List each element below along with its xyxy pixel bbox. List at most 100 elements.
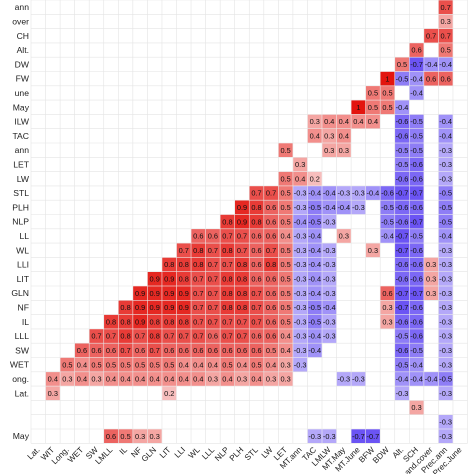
heatmap-cell: 0.3	[424, 286, 439, 300]
cell-value-label: 0.5	[280, 303, 290, 312]
cell-value-label: -0.4	[308, 332, 321, 341]
cell-value-label: 0.7	[208, 274, 218, 283]
heatmap-cell: 0.7	[191, 272, 206, 286]
cell-fill	[409, 400, 424, 415]
cell-fill	[322, 314, 337, 329]
heatmap-cell: 0.6	[220, 343, 235, 358]
heatmap-cell: 0.8	[104, 314, 118, 329]
heatmap-cell: 0.4	[235, 357, 249, 372]
cell-value-label: 0.5	[106, 360, 116, 369]
cell-fill	[409, 343, 424, 358]
heatmap-cell: 0.7	[205, 300, 220, 315]
cell-fill	[133, 300, 148, 315]
cell-fill	[395, 357, 409, 372]
cell-fill	[307, 129, 322, 143]
cell-value-label: 0.7	[266, 246, 276, 255]
heatmap-cell: 0.3	[322, 143, 337, 157]
heatmap-cell: 0.6	[249, 329, 264, 343]
cell-value-label: 0.8	[193, 260, 203, 269]
cell-value-label: 0.7	[426, 31, 436, 40]
cell-fill	[380, 300, 395, 315]
cell-fill	[89, 357, 104, 372]
cell-value-label: -0.7	[410, 289, 423, 298]
cell-fill	[264, 200, 279, 215]
heatmap-cell: 0.7	[264, 186, 279, 200]
cell-fill	[409, 372, 424, 386]
heatmap-cell: -0.6	[395, 114, 409, 129]
heatmap-cell: 0.7	[220, 314, 235, 329]
heatmap-cell: 0.7	[264, 243, 279, 258]
cell-fill	[220, 286, 235, 300]
cell-fill	[205, 243, 220, 258]
cell-fill	[104, 429, 118, 443]
cell-fill	[133, 329, 148, 343]
cell-value-label: 0.6	[266, 289, 276, 298]
heatmap-cell: 0.5	[278, 186, 293, 200]
heatmap-cell: -0.7	[365, 429, 380, 443]
cell-value-label: -0.6	[410, 332, 423, 341]
cell-value-label: -0.3	[323, 217, 336, 226]
heatmap-cell: 0.7	[235, 314, 249, 329]
cell-value-label: -0.4	[323, 203, 336, 212]
cell-value-label: 0.8	[222, 246, 232, 255]
cell-value-label: -0.5	[308, 303, 321, 312]
cell-fill	[249, 329, 264, 343]
cell-fill	[220, 243, 235, 258]
cell-value-label: 0.8	[120, 317, 130, 326]
cell-value-label: -0.6	[410, 160, 423, 169]
heatmap-cell: -0.6	[409, 314, 424, 329]
cell-fill	[249, 200, 264, 215]
x-tick-label: PLH	[228, 445, 246, 463]
cell-value-label: 0.9	[150, 274, 160, 283]
cell-value-label: 0.8	[150, 317, 160, 326]
cell-value-label: 0.8	[164, 260, 174, 269]
cell-fill	[438, 415, 453, 429]
heatmap-cell: -0.3	[438, 243, 453, 258]
heatmap-cell: 0.6	[264, 229, 279, 243]
cell-fill	[60, 357, 75, 372]
heatmap-cell: -0.4	[307, 186, 322, 200]
y-tick-label: NF	[18, 302, 29, 312]
cell-value-label: 0.7	[208, 260, 218, 269]
cell-value-label: 0.7	[208, 246, 218, 255]
heatmap-cell: 0.9	[133, 300, 148, 315]
cell-value-label: 0.3	[62, 375, 72, 384]
heatmap-cell: 0.3	[133, 429, 148, 443]
cell-value-label: 0.4	[339, 117, 349, 126]
cell-value-label: -0.3	[337, 189, 350, 198]
cell-value-label: 0.4	[193, 360, 203, 369]
heatmap-cell: 0.8	[235, 257, 249, 272]
heatmap-cell: -0.3	[322, 314, 337, 329]
cell-fill	[380, 186, 395, 200]
heatmap-cell: 0.7	[438, 28, 453, 43]
cell-value-label: 0.4	[280, 346, 290, 355]
cell-value-label: -0.5	[439, 217, 452, 226]
heatmap-cell: -0.6	[409, 329, 424, 343]
heatmap-cell: 0.9	[235, 214, 249, 229]
heatmap-cell: 0.5	[249, 357, 264, 372]
cell-fill	[118, 372, 133, 386]
cell-fill	[104, 329, 118, 343]
cell-value-label: -0.3	[439, 274, 452, 283]
cell-fill	[264, 343, 279, 358]
cell-value-label: -0.7	[396, 289, 409, 298]
cell-fill	[438, 28, 453, 43]
cell-fill	[264, 257, 279, 272]
cell-fill	[89, 329, 104, 343]
cell-value-label: -0.7	[396, 232, 409, 241]
cell-value-label: 0.5	[251, 360, 261, 369]
cell-fill	[307, 272, 322, 286]
cell-fill	[147, 329, 162, 343]
heatmap-cell: -0.3	[322, 214, 337, 229]
cell-value-label: 0.7	[120, 346, 130, 355]
cell-value-label: 0.6	[237, 346, 247, 355]
heatmap-cell: 0.8	[220, 300, 235, 315]
cell-fill	[307, 286, 322, 300]
cell-fill	[293, 272, 308, 286]
heatmap-cell: 0.5	[278, 200, 293, 215]
cell-fill	[133, 429, 148, 443]
cell-fill	[336, 372, 351, 386]
heatmap-cell: 0.4	[293, 171, 308, 186]
heatmap-cell: 0.4	[322, 114, 337, 129]
cell-fill	[235, 214, 249, 229]
